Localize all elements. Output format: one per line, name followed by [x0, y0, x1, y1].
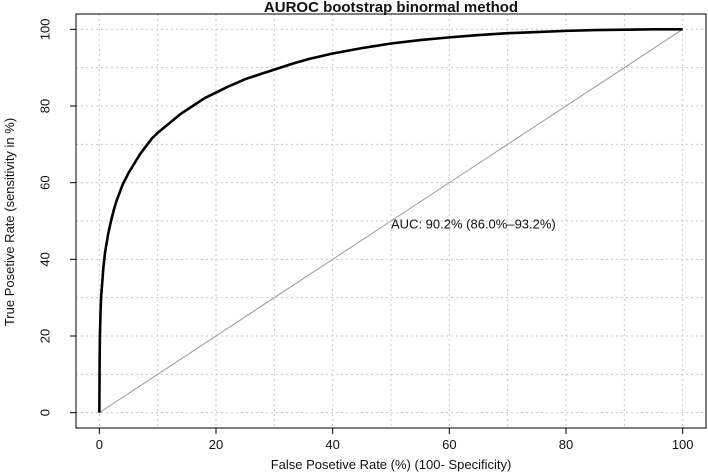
x-tick-label: 80	[559, 437, 573, 452]
y-tick-label: 100	[37, 18, 52, 40]
roc-curve-line	[98, 28, 683, 413]
x-tick-label: 60	[442, 437, 456, 452]
x-tick-label: 40	[325, 437, 339, 452]
x-axis-title: False Posetive Rate (%) (100- Specificit…	[271, 457, 512, 472]
axes: 0 20 40 60 80 100 0 20 40 60 80 100	[37, 18, 693, 452]
plot-frame	[75, 13, 707, 429]
chart-title: AUROC bootstrap binormal method	[264, 0, 518, 16]
y-axis-title: True Posetive Rate (sensitivity in %)	[2, 118, 17, 326]
x-tick-label: 20	[209, 437, 223, 452]
x-tick-label: 0	[96, 437, 103, 452]
y-tick-label: 60	[37, 175, 52, 189]
y-tick-label: 80	[37, 99, 52, 113]
auc-annotation: AUC: 90.2% (86.0%–93.2%)	[391, 217, 556, 232]
y-tick-label: 0	[37, 409, 52, 416]
y-tick-label: 40	[37, 252, 52, 266]
x-tick-label: 100	[672, 437, 694, 452]
reference-diagonal-line	[99, 28, 683, 414]
y-tick-label: 20	[37, 329, 52, 343]
